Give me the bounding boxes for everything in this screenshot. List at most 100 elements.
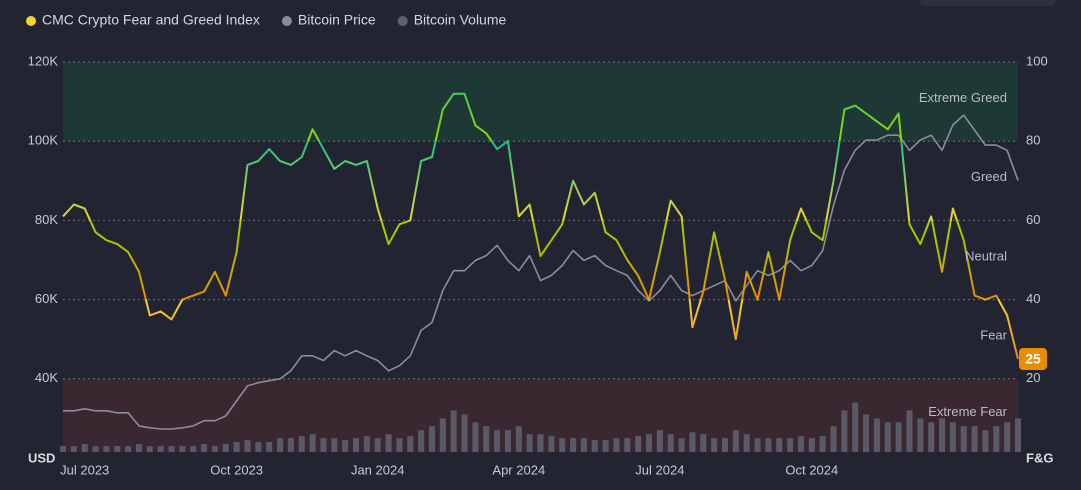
volume-bar (776, 438, 783, 452)
zone-label: Fear (980, 328, 1007, 343)
y-tick-label: 60K (35, 291, 58, 306)
zone-label: Extreme Fear (928, 404, 1007, 419)
volume-bar (906, 410, 913, 452)
volume-bar (515, 426, 522, 452)
fear-greed-line (62, 92, 1019, 360)
volume-bar (244, 440, 251, 452)
volume-bar (428, 426, 435, 452)
volume-bar (743, 434, 750, 452)
volume-bar (125, 446, 132, 452)
volume-bar (895, 422, 902, 452)
y2-tick-label: 60 (1026, 212, 1040, 227)
volume-bar (787, 438, 794, 452)
volume-bar (385, 434, 392, 452)
volume-bar (526, 434, 533, 452)
last-value-badge (1019, 347, 1047, 370)
y-tick-label: 80K (35, 212, 58, 227)
y-tick-label: 40K (35, 370, 58, 385)
legend-label: Bitcoin Price (298, 12, 376, 28)
volume-bar (407, 436, 414, 452)
zone-band (63, 62, 1018, 142)
volume-bar (993, 426, 1000, 452)
volume-bar (396, 438, 403, 452)
y-tick-label: 100K (28, 133, 59, 148)
y2-tick-label: 100 (1026, 53, 1048, 68)
volume-bar (287, 438, 294, 452)
y2-tick-label: 80 (1026, 133, 1040, 148)
volume-bar (711, 438, 718, 452)
volume-bar (819, 436, 826, 452)
volume-bar (233, 442, 240, 452)
volume-bar (548, 436, 555, 452)
volume-bar (700, 434, 707, 452)
volume-bar (873, 418, 880, 452)
volume-bar (949, 422, 956, 452)
y-tick-label: 120K (28, 53, 59, 68)
volume-bar (624, 438, 631, 452)
zone-label: Greed (971, 169, 1007, 184)
volume-bar (135, 444, 142, 452)
legend-label: Bitcoin Volume (414, 12, 507, 28)
volume-bar (797, 436, 804, 452)
volume-bar (732, 430, 739, 452)
legend-swatch (26, 16, 36, 26)
last-value-label: 25 (1025, 351, 1041, 367)
volume-bar (635, 436, 642, 452)
volume-bar (472, 422, 479, 452)
volume-bar (667, 434, 674, 452)
zone-label: Extreme Greed (919, 90, 1007, 105)
toolbar-button[interactable] (920, 0, 1055, 6)
price-line (63, 114, 1019, 430)
volume-bar (646, 434, 653, 452)
volume-bar (331, 438, 338, 452)
volume-bar (808, 438, 815, 452)
volume-bar (483, 426, 490, 452)
volume-bar (884, 422, 891, 452)
volume-bar (179, 446, 186, 452)
volume-bar (494, 430, 501, 452)
legend-swatch (397, 16, 408, 26)
volume-bar (418, 430, 425, 452)
volume-bar (342, 440, 349, 452)
volume-bar (689, 432, 696, 452)
volume-bar (157, 446, 164, 452)
y-axis-label: USD (28, 450, 55, 465)
volume-bar (92, 446, 99, 452)
x-tick-label: Jan 2024 (351, 462, 405, 477)
volume-bar (971, 426, 978, 452)
volume-bar (298, 436, 305, 452)
volume-bar (570, 438, 577, 452)
volume-bar (960, 426, 967, 452)
y2-tick-label: 20 (1026, 370, 1040, 385)
volume-bar (201, 444, 208, 452)
volume-bar (222, 444, 229, 452)
volume-bar (1015, 418, 1021, 452)
volume-bar (721, 438, 728, 452)
volume-bar (841, 410, 848, 452)
volume-bar (70, 446, 77, 452)
volume-bar (678, 438, 685, 452)
volume-bar (103, 446, 110, 452)
legend-swatch (281, 16, 292, 26)
volume-bar (320, 438, 327, 452)
y2-tick-label: 40 (1026, 291, 1040, 306)
volume-bar (114, 446, 121, 452)
x-tick-label: Oct 2023 (210, 462, 263, 477)
volume-bar (60, 446, 66, 452)
volume-bar (309, 434, 316, 452)
volume-bar (439, 418, 446, 452)
volume-bar (613, 438, 620, 452)
volume-bar (830, 426, 837, 452)
volume-bar (863, 414, 870, 452)
volume-bar (591, 440, 598, 452)
y2-axis-label: F&G (1026, 450, 1053, 465)
x-tick-label: Jul 2024 (635, 462, 684, 477)
volume-bar (939, 418, 946, 452)
volume-bar (537, 434, 544, 452)
volume-bar (266, 442, 273, 452)
legend-label: CMC Crypto Fear and Greed Index (42, 12, 260, 28)
volume-bar (765, 438, 772, 452)
volume-bar (917, 418, 924, 452)
